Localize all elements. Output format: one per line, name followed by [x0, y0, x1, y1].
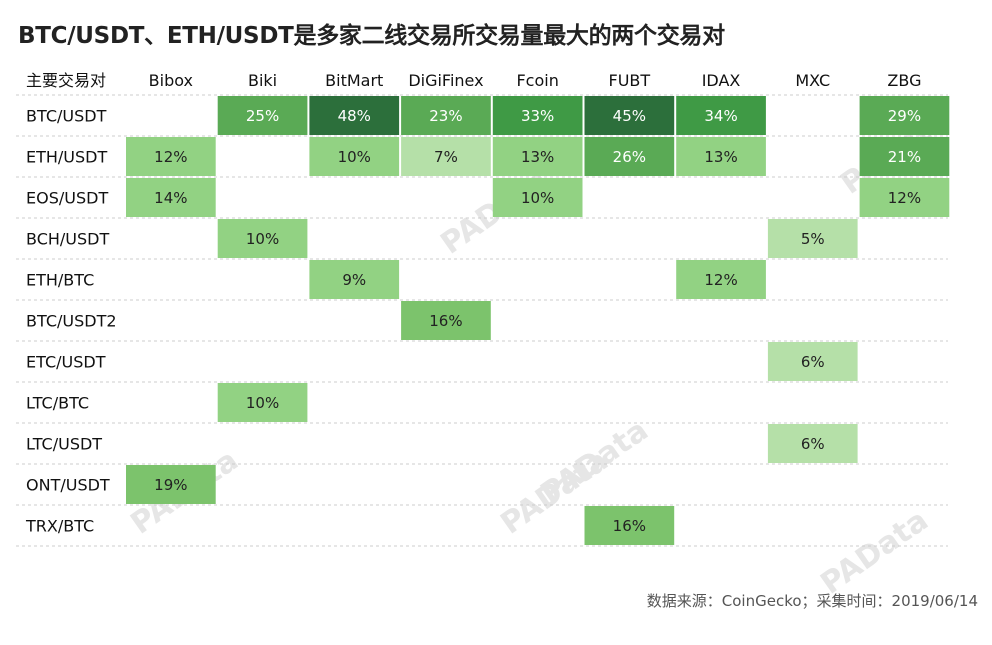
cell-value-label: 19%	[154, 476, 187, 494]
row-label: TRX/BTC	[25, 517, 94, 536]
cell-value-label: 29%	[888, 107, 921, 125]
cell-value-label: 6%	[801, 435, 825, 453]
heatmap-cell	[126, 465, 216, 504]
heatmap-cell	[309, 137, 400, 176]
heatmap-cell	[859, 96, 950, 135]
column-header-biki: Biki	[248, 71, 277, 90]
row-label: BTC/USDT	[26, 107, 107, 126]
column-header-zbg: ZBG	[887, 71, 921, 90]
column-header-bitmart: BitMart	[325, 71, 383, 90]
heatmap-cell	[401, 301, 491, 340]
cell-value-label: 10%	[246, 394, 279, 412]
column-header-fubt: FUBT	[609, 71, 651, 90]
heatmap-cell	[676, 96, 766, 135]
corner-label: 主要交易对	[26, 71, 106, 90]
row-label: EOS/USDT	[26, 189, 108, 208]
row-label: ETH/USDT	[26, 148, 107, 167]
cell-value-label: 7%	[434, 148, 458, 166]
row-label: ETH/BTC	[26, 271, 94, 290]
cell-value-label: 5%	[801, 230, 825, 248]
cell-value-label: 12%	[704, 271, 737, 289]
cell-value-label: 23%	[429, 107, 462, 125]
heatmap-cell	[767, 219, 858, 258]
heatmap-cell	[126, 178, 216, 217]
heatmap-cell	[401, 137, 491, 176]
heatmap-cell	[492, 137, 583, 176]
cell-value-label: 14%	[154, 189, 187, 207]
heatmap-cell	[584, 506, 675, 545]
row-label: ONT/USDT	[26, 476, 110, 495]
cell-value-label: 34%	[704, 107, 737, 125]
cell-value-label: 13%	[704, 148, 737, 166]
watermark-text: PAData	[814, 503, 934, 602]
row-label: BTC/USDT2	[26, 312, 117, 331]
grid-layer	[16, 94, 948, 547]
cell-value-label: 10%	[246, 230, 279, 248]
heatmap-cell	[492, 178, 583, 217]
column-header-fcoin: Fcoin	[516, 71, 558, 90]
row-label: BCH/USDT	[26, 230, 109, 249]
cell-value-label: 33%	[521, 107, 554, 125]
heatmap-cell	[767, 342, 858, 381]
cell-value-label: 48%	[338, 107, 371, 125]
heatmap-cell	[767, 424, 858, 463]
heatmap-cell	[217, 219, 308, 258]
cell-value-label: 21%	[888, 148, 921, 166]
column-header-idax: IDAX	[702, 71, 741, 90]
heatmap-cell	[584, 96, 675, 135]
cell-value-label: 12%	[154, 148, 187, 166]
heatmap-cell	[492, 96, 583, 135]
cell-value-label: 10%	[521, 189, 554, 207]
cell-value-label: 10%	[338, 148, 371, 166]
column-header-digifinex: DiGiFinex	[408, 71, 483, 90]
chart-title: BTC/USDT、ETH/USDT是多家二线交易所交易量最大的两个交易对	[18, 23, 725, 49]
heatmap-cell	[401, 96, 491, 135]
cells-layer	[126, 96, 950, 545]
cell-value-label: 25%	[246, 107, 279, 125]
heatmap-cell	[309, 96, 400, 135]
cell-value-label: 45%	[613, 107, 646, 125]
row-label: LTC/BTC	[26, 394, 89, 413]
heatmap-cell	[126, 137, 216, 176]
cell-value-label: 16%	[613, 517, 646, 535]
column-header-mxc: MXC	[795, 71, 830, 90]
heatmap-cell	[309, 260, 400, 299]
cell-value-label: 6%	[801, 353, 825, 371]
heatmap-cell	[676, 260, 766, 299]
row-label: LTC/USDT	[26, 435, 102, 454]
data-source-note: 数据来源：CoinGecko；采集时间：2019/06/14	[646, 592, 978, 610]
heatmap-cell	[217, 383, 308, 422]
column-header-bibox: Bibox	[149, 71, 193, 90]
cell-value-label: 13%	[521, 148, 554, 166]
cell-value-label: 12%	[888, 189, 921, 207]
row-label: ETC/USDT	[26, 353, 106, 372]
cell-value-label: 9%	[342, 271, 366, 289]
heatmap-cell	[859, 178, 950, 217]
heatmap-cell	[859, 137, 950, 176]
cell-value-label: 26%	[613, 148, 646, 166]
heatmap-cell	[676, 137, 766, 176]
heatmap-cell	[217, 96, 308, 135]
cell-value-label: 16%	[429, 312, 462, 330]
heatmap-cell	[584, 137, 675, 176]
labels-layer: 主要交易对 Bibox Biki BitMart DiGiFinex Fcoin FUBT I…	[25, 71, 921, 536]
